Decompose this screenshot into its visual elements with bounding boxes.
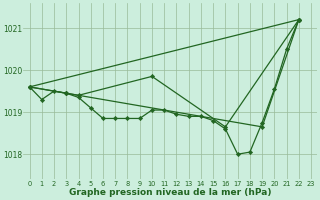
X-axis label: Graphe pression niveau de la mer (hPa): Graphe pression niveau de la mer (hPa) (69, 188, 272, 197)
